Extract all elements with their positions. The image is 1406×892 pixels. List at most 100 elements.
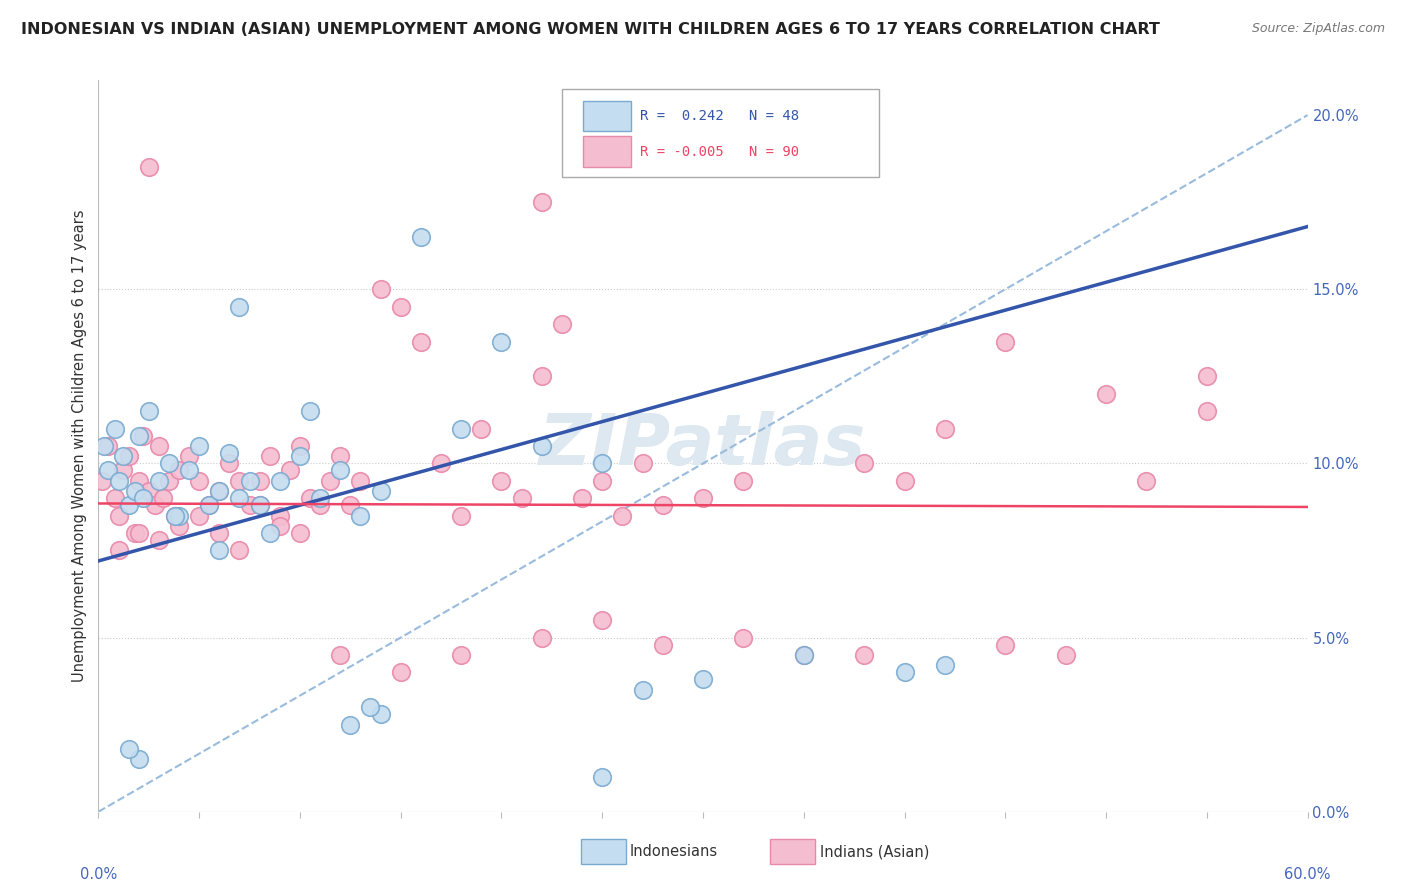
Point: [208, 543, 231, 558]
Point: [288, 439, 311, 453]
Point: [360, 700, 382, 714]
Point: [128, 428, 150, 442]
Point: [124, 484, 146, 499]
Point: [103, 421, 125, 435]
Point: [179, 450, 201, 464]
Point: [118, 742, 141, 756]
Point: [339, 717, 361, 731]
Point: [249, 498, 271, 512]
Point: [339, 498, 361, 512]
Point: [107, 543, 129, 558]
Text: R =  0.242   N = 48: R = 0.242 N = 48: [640, 109, 799, 123]
Point: [470, 421, 492, 435]
Point: [228, 300, 250, 314]
Point: [228, 543, 250, 558]
Point: [530, 195, 553, 210]
Point: [148, 474, 170, 488]
Point: [631, 682, 654, 697]
Text: Source: ZipAtlas.com: Source: ZipAtlas.com: [1251, 22, 1385, 36]
Point: [249, 474, 271, 488]
Point: [389, 665, 412, 680]
Point: [329, 648, 352, 662]
Point: [299, 491, 322, 506]
Point: [450, 648, 472, 662]
Point: [692, 673, 714, 687]
Point: [491, 474, 513, 488]
Text: Indians (Asian): Indians (Asian): [820, 845, 929, 859]
Point: [198, 498, 221, 512]
Point: [152, 491, 174, 506]
Point: [157, 457, 180, 471]
Point: [143, 498, 166, 512]
Point: [167, 463, 190, 477]
Point: [409, 230, 432, 244]
Point: [163, 508, 186, 523]
Point: [853, 457, 876, 471]
Point: [107, 474, 129, 488]
Point: [97, 439, 120, 453]
Point: [329, 450, 352, 464]
Point: [118, 498, 141, 512]
Point: [228, 474, 250, 488]
Point: [994, 334, 1017, 349]
Point: [309, 498, 332, 512]
Point: [111, 463, 134, 477]
Point: [793, 648, 815, 662]
Point: [571, 491, 593, 506]
Point: [651, 498, 673, 512]
Point: [733, 631, 755, 645]
Point: [370, 707, 392, 722]
Point: [591, 457, 613, 471]
Point: [329, 463, 352, 477]
Point: [138, 161, 160, 175]
Point: [208, 484, 231, 499]
Point: [551, 317, 574, 331]
Text: 60.0%: 60.0%: [1284, 867, 1331, 882]
Point: [198, 498, 221, 512]
Text: INDONESIAN VS INDIAN (ASIAN) UNEMPLOYMENT AMONG WOMEN WITH CHILDREN AGES 6 TO 17: INDONESIAN VS INDIAN (ASIAN) UNEMPLOYMEN…: [21, 22, 1160, 37]
Point: [208, 484, 231, 499]
Point: [530, 631, 553, 645]
Point: [132, 491, 155, 506]
Point: [430, 457, 453, 471]
Point: [530, 369, 553, 384]
Point: [128, 526, 150, 541]
Point: [591, 613, 613, 627]
Point: [148, 533, 170, 547]
Point: [591, 770, 613, 784]
Y-axis label: Unemployment Among Women with Children Ages 6 to 17 years: Unemployment Among Women with Children A…: [72, 210, 87, 682]
Point: [893, 474, 915, 488]
Point: [138, 404, 160, 418]
Point: [93, 439, 115, 453]
Point: [1195, 369, 1218, 384]
Point: [288, 526, 311, 541]
Point: [111, 450, 134, 464]
Point: [259, 450, 281, 464]
Point: [188, 474, 211, 488]
Point: [994, 638, 1017, 652]
Point: [218, 446, 240, 460]
Point: [132, 428, 155, 442]
Point: [167, 508, 190, 523]
Point: [288, 450, 311, 464]
Point: [269, 508, 291, 523]
Point: [934, 421, 956, 435]
Point: [1195, 404, 1218, 418]
Point: [450, 508, 472, 523]
Point: [249, 498, 271, 512]
Point: [299, 404, 322, 418]
Point: [118, 450, 141, 464]
Point: [103, 491, 125, 506]
Point: [389, 300, 412, 314]
Text: Indonesians: Indonesians: [630, 845, 718, 859]
Point: [370, 282, 392, 296]
Point: [179, 463, 201, 477]
Point: [167, 519, 190, 533]
Text: ZIPatlas: ZIPatlas: [540, 411, 866, 481]
Point: [612, 508, 634, 523]
Point: [491, 334, 513, 349]
Point: [91, 474, 114, 488]
Point: [370, 484, 392, 499]
Point: [97, 463, 120, 477]
Point: [651, 638, 673, 652]
